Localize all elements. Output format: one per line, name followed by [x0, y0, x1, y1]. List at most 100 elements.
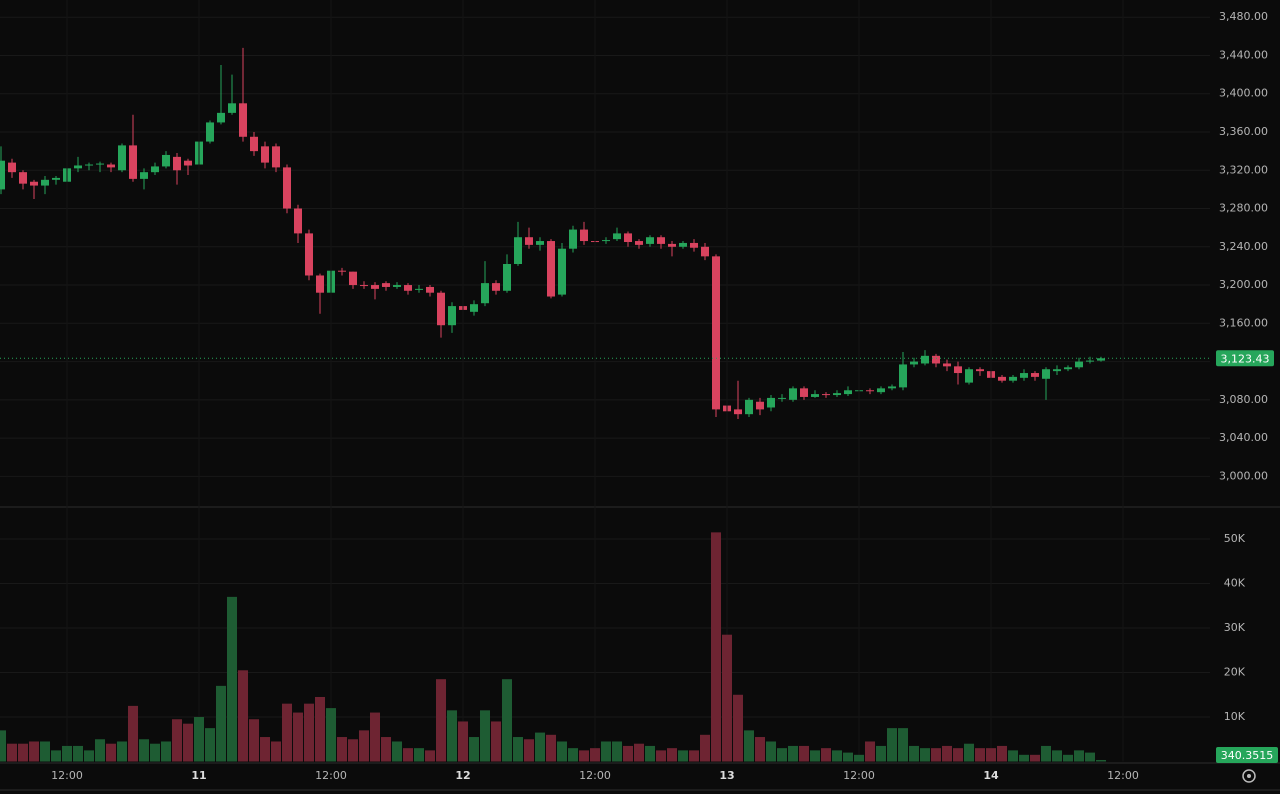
volume-bar: [744, 730, 754, 762]
candle-body: [646, 237, 654, 244]
y-tick-label: 50K: [1224, 532, 1246, 545]
y-tick-label: 3,240.00: [1219, 240, 1268, 253]
volume-bar: [821, 748, 831, 762]
candle-body: [734, 409, 742, 415]
volume-bar: [1030, 754, 1040, 762]
volume-bar: [997, 745, 1007, 762]
candle-body: [580, 229, 588, 242]
candle-body: [206, 122, 214, 142]
volume-bar: [546, 734, 556, 762]
volume-bar: [909, 745, 919, 762]
candle-body: [74, 165, 82, 169]
candle-body: [437, 292, 445, 326]
settings-icon[interactable]: [1242, 769, 1256, 783]
volume-bar: [337, 737, 347, 762]
volume-bar: [326, 708, 336, 762]
candle-body: [261, 146, 269, 163]
candle-body: [668, 243, 676, 247]
volume-bar: [370, 712, 380, 762]
volume-bar: [766, 741, 776, 762]
last-volume-label: 340.3515: [1221, 749, 1274, 762]
candle-body: [877, 388, 885, 393]
candle-body: [613, 233, 621, 240]
volume-bar: [876, 745, 886, 762]
x-tick-label: 14: [983, 769, 999, 782]
volume-bar: [700, 734, 710, 762]
candle-body: [129, 145, 137, 179]
candle-body: [701, 246, 709, 257]
volume-bar: [865, 741, 875, 762]
volume-bar: [986, 748, 996, 762]
candle-body: [1097, 358, 1105, 361]
candle-body: [745, 399, 753, 415]
candle-body: [448, 306, 456, 326]
volume-bar: [315, 696, 325, 762]
candle-body: [844, 390, 852, 395]
candle-body: [899, 364, 907, 388]
volume-bar: [513, 737, 523, 762]
volume-bar: [95, 739, 105, 762]
candle-body: [1009, 376, 1017, 381]
candle-body: [866, 390, 874, 392]
volume-bar: [964, 743, 974, 762]
candle-body: [767, 397, 775, 408]
volume-bar: [1008, 750, 1018, 762]
settings-dot[interactable]: [1247, 774, 1251, 778]
y-tick-label: 3,160.00: [1219, 316, 1268, 329]
volume-bar: [557, 741, 567, 762]
candle-body: [547, 241, 555, 297]
candle-body: [690, 242, 698, 248]
candle-body: [173, 156, 181, 171]
candle-body: [96, 163, 104, 165]
candle-body: [8, 162, 16, 173]
candle-body: [932, 355, 940, 364]
volume-bar: [777, 748, 787, 762]
x-tick-label: 11: [191, 769, 206, 782]
volume-bar: [788, 745, 798, 762]
volume-bar: [810, 750, 820, 762]
candle-body: [393, 285, 401, 287]
volume-bar: [722, 634, 732, 762]
settings-ring[interactable]: [1242, 769, 1256, 783]
x-tick-label: 12:00: [1107, 769, 1139, 782]
candle-body: [712, 256, 720, 410]
candle-body: [481, 283, 489, 304]
volume-bar: [29, 741, 39, 762]
x-tick-label: 13: [719, 769, 734, 782]
volume-bar: [271, 741, 281, 762]
candle-body: [679, 242, 687, 247]
volume-bar: [128, 705, 138, 762]
volume-bar: [623, 745, 633, 762]
y-tick-label: 3,480.00: [1219, 10, 1268, 23]
volume-bar: [447, 710, 457, 762]
volume-bar: [975, 748, 985, 762]
volume-bar: [953, 748, 963, 762]
candle-body: [1031, 373, 1039, 377]
volume-bar: [755, 737, 765, 762]
volume-bar: [40, 741, 50, 762]
volume-bar: [260, 737, 270, 762]
candle-body: [294, 208, 302, 234]
candle-body: [1042, 369, 1050, 379]
volume-bar: [491, 721, 501, 762]
volume-bar: [183, 723, 193, 762]
volume-bar: [403, 748, 413, 762]
volume-bar: [216, 685, 226, 762]
volume-bar: [73, 745, 83, 762]
volume-bar: [502, 679, 512, 762]
volume-bar: [645, 745, 655, 762]
candle-body: [976, 369, 984, 372]
volume-bar: [854, 754, 864, 762]
volume-bar: [1085, 752, 1095, 762]
volume-bar: [656, 750, 666, 762]
candle-body: [415, 288, 423, 290]
candle-body: [1075, 361, 1083, 368]
candle-body: [921, 355, 929, 364]
candle-body: [525, 237, 533, 245]
y-tick-label: 3,040.00: [1219, 431, 1268, 444]
volume-bar: [931, 748, 941, 762]
volume-bar: [1096, 759, 1106, 762]
volume-bar: [689, 750, 699, 762]
candle-body: [1086, 360, 1094, 362]
volume-bar: [458, 721, 468, 762]
